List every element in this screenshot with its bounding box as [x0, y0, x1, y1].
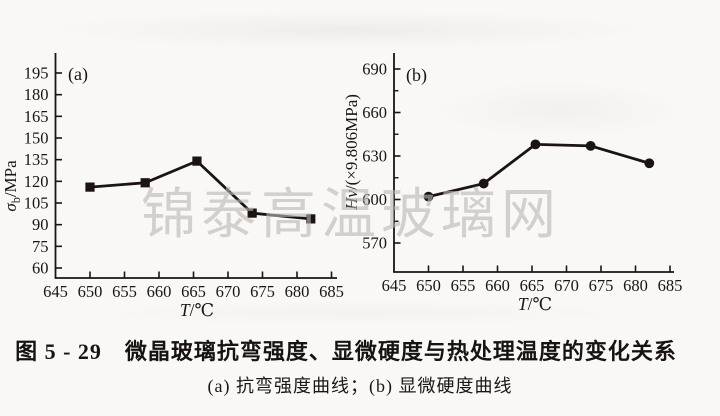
data-point-circle [644, 158, 655, 169]
y-tick-label: 570 [362, 234, 387, 253]
y-tick-label: 660 [362, 103, 387, 122]
x-tick-label: 685 [658, 276, 683, 295]
data-line [89, 159, 311, 221]
x-tick-label: 665 [181, 282, 206, 301]
chart-panel-b: 645 650 655 660 665 670 675 680 685 570 600 630 660 6… [342, 53, 682, 314]
y-tick-label: 165 [24, 107, 49, 126]
y-tick-label: 120 [24, 172, 49, 191]
x-tick-label: 655 [451, 276, 476, 295]
y-tick-label: 690 [362, 60, 387, 79]
data-point-square [192, 156, 202, 166]
data-point-square [306, 214, 316, 224]
y-tick-label: 75 [32, 237, 49, 256]
data-point-square [140, 178, 150, 188]
x-tick-label: 680 [285, 282, 310, 301]
data-point-circle [585, 140, 596, 151]
x-tick-label: 680 [623, 276, 648, 295]
y-tick-label: 60 [32, 259, 49, 278]
x-tick-label: 660 [147, 282, 172, 301]
y-tick-label: 105 [24, 194, 49, 213]
x-tick-label: 670 [216, 282, 241, 301]
x-tick-label: 650 [416, 276, 441, 295]
chart-panel-a: 645 650 655 660 665 670 675 680 685 60 75 90 105 120 1… [1, 53, 344, 320]
x-tick-label: 650 [78, 282, 103, 301]
y-tick-label: 630 [362, 147, 387, 166]
x-tick-label: 675 [589, 276, 614, 295]
figure-caption-subtitle: (a) 抗弯强度曲线；(b) 显微硬度曲线 [207, 376, 513, 396]
y-axis-title: Hv/(×9.806MPa) [342, 94, 361, 211]
y-tick-label: 150 [24, 129, 49, 148]
x-tick-label: 655 [112, 282, 137, 301]
x-tick-label: 645 [382, 276, 407, 295]
dual-line-charts-canvas: 645 650 655 660 665 670 675 680 685 60 75 90 105 120 1… [1, 53, 682, 320]
x-tick-label: 675 [250, 282, 275, 301]
y-tick-label: 135 [24, 150, 49, 169]
x-axis-title: T/℃ [518, 294, 552, 314]
x-tick-label: 670 [554, 276, 579, 295]
y-tick-label: 180 [24, 85, 49, 104]
data-point-circle [423, 191, 434, 202]
x-tick-label: 685 [319, 282, 344, 301]
figure-caption-title: 图 5 - 29 微晶玻璃抗弯强度、显微硬度与热处理温度的变化关系 [15, 339, 677, 364]
data-point-square [85, 182, 95, 192]
y-tick-label: 195 [24, 64, 49, 83]
panel-label: (a) [68, 64, 88, 85]
x-tick-label: 665 [520, 276, 545, 295]
y-tick-label: 600 [362, 190, 387, 209]
data-line [428, 142, 650, 198]
data-point-circle [530, 139, 541, 150]
data-point-square [247, 208, 257, 218]
x-axis-title: T/℃ [180, 300, 214, 320]
y-axis-title: σb/MPa [1, 160, 23, 212]
y-tick-label: 90 [32, 215, 49, 234]
panel-label: (b) [406, 65, 427, 86]
data-point-circle [478, 178, 489, 189]
x-tick-label: 645 [43, 282, 68, 301]
x-tick-label: 660 [485, 276, 510, 295]
